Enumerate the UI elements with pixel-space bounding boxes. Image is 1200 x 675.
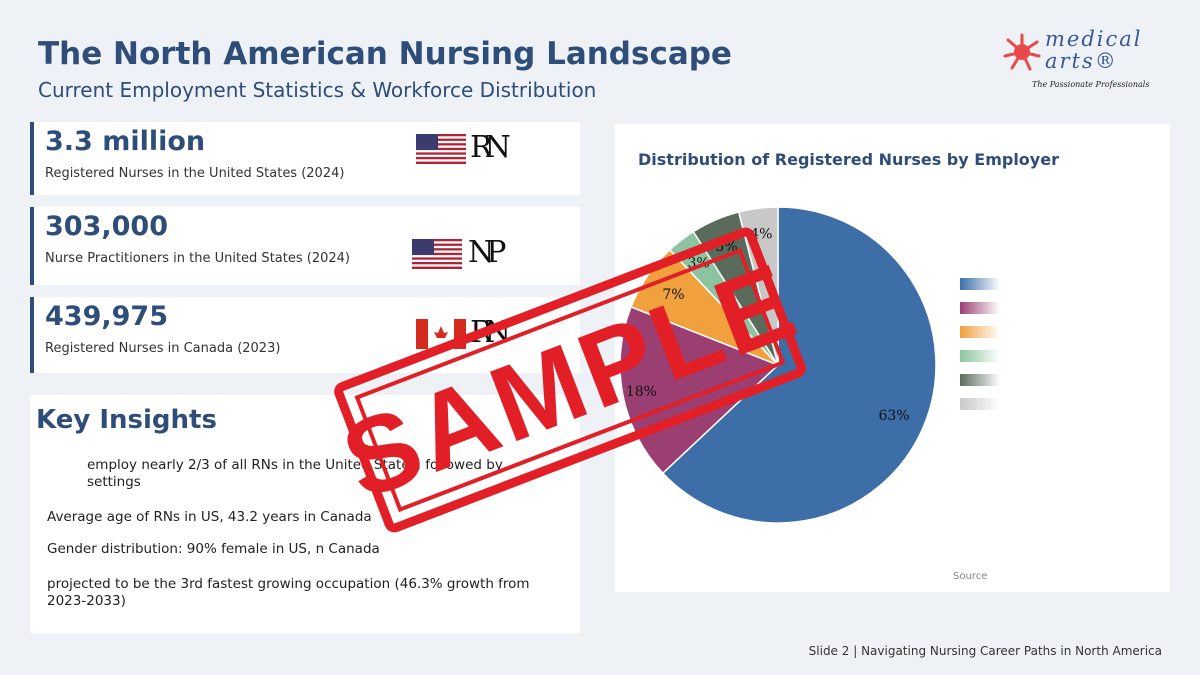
logo-text: medical [1045, 27, 1143, 51]
insight-item: Average age of RNs in US, 43.2 years in … [47, 509, 372, 525]
legend-swatch [960, 278, 1000, 290]
legend-swatch [960, 350, 1000, 362]
stat-card-us-np: 303,000 Nurse Practitioners in the Unite… [30, 207, 580, 285]
slice-label: 18% [626, 384, 657, 400]
slice-label: 3% [687, 256, 709, 272]
legend-swatch [960, 398, 1000, 410]
stat-value: 439,975 [45, 301, 168, 332]
pie-slice [737, 206, 779, 366]
np-monogram: NP [468, 235, 507, 270]
chart-source: Source [953, 571, 988, 582]
stat-value: 3.3 million [45, 126, 206, 157]
splash-icon [1003, 33, 1041, 71]
pie-chart: 63% 18% 7%3% 5% 4% [619, 206, 937, 524]
stat-label: Registered Nurses in the United States (… [45, 166, 345, 181]
us-flag-icon [416, 134, 466, 164]
stat-value: 303,000 [45, 211, 168, 242]
slice-label: 63% [878, 408, 909, 424]
legend-swatch [960, 302, 1000, 314]
legend-swatch [960, 374, 1000, 386]
pie-slice [619, 305, 780, 475]
slide-footer: Slide 2 | Navigating Nursing Career Path… [808, 644, 1162, 658]
rn-monogram: RN [470, 130, 511, 165]
chart-title: Distribution of Registered Nurses by Emp… [638, 150, 1059, 169]
canada-flag-icon [416, 319, 466, 349]
stat-label: Nurse Practitioners in the United States… [45, 251, 350, 266]
stat-card-us-rn: 3.3 million Registered Nurses in the Uni… [30, 122, 580, 195]
page-title: The North American Nursing Landscape [38, 36, 732, 72]
insight-item: employ nearly 2/3 of all RNs in the Unit… [87, 457, 503, 490]
stat-label: Registered Nurses in Canada (2023) [45, 341, 281, 356]
logo-tagline: The Passionate Professionals [1032, 80, 1150, 89]
legend-swatch [960, 326, 1000, 338]
logo-text: arts® [1045, 49, 1118, 73]
insights-title: Key Insights [36, 405, 217, 435]
slice-label: 4% [750, 226, 772, 242]
insight-item: projected to be the 3rd fastest growing … [47, 576, 530, 609]
us-flag-icon [412, 239, 462, 269]
slice-label: 5% [715, 239, 737, 255]
pie-slice [661, 206, 937, 524]
chart-legend [960, 278, 1000, 422]
medical-arts-logo: medical arts® The Passionate Professional… [1000, 28, 1170, 98]
employer-distribution-chart: Distribution of Registered Nurses by Emp… [615, 124, 1170, 592]
stat-card-canada-rn: 439,975 Registered Nurses in Canada (202… [30, 297, 580, 373]
insight-item: Gender distribution: 90% female in US, n… [47, 541, 380, 557]
page-subtitle: Current Employment Statistics & Workforc… [38, 78, 597, 102]
slice-label: 7% [662, 287, 684, 303]
key-insights-panel: Key Insights employ nearly 2/3 of all RN… [30, 395, 580, 633]
